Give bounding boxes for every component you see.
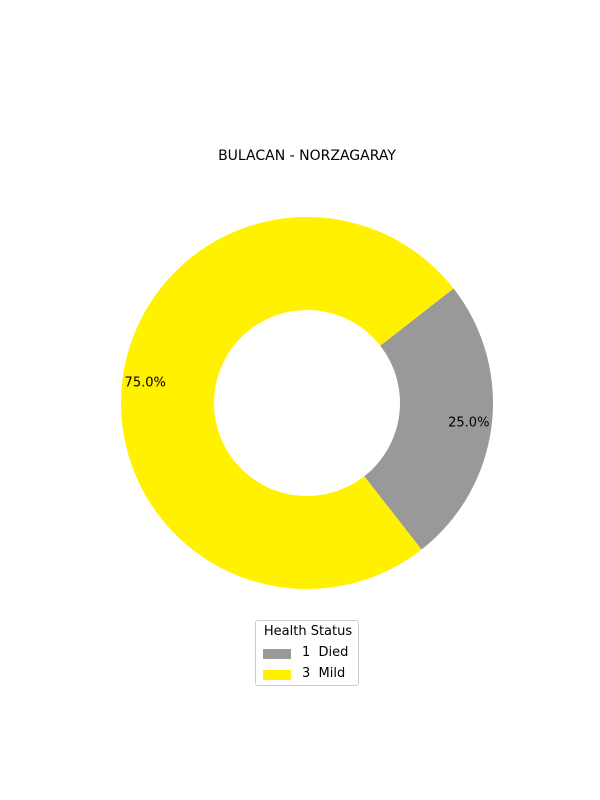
legend-swatch-died xyxy=(263,649,291,659)
legend: Health Status 1 Died 3 Mild xyxy=(255,620,359,686)
slice-died xyxy=(364,288,493,550)
legend-title: Health Status xyxy=(263,624,353,639)
percent-label-mild: 75.0% xyxy=(125,376,166,391)
legend-swatch-mild xyxy=(263,670,291,680)
slice-mild xyxy=(120,216,454,589)
percent-label-died: 25.0% xyxy=(448,415,489,430)
chart-title: BULACAN - NORZAGARAY xyxy=(218,148,396,164)
legend-label-mild: 3 Mild xyxy=(302,666,346,681)
legend-label-died: 1 Died xyxy=(302,645,349,660)
